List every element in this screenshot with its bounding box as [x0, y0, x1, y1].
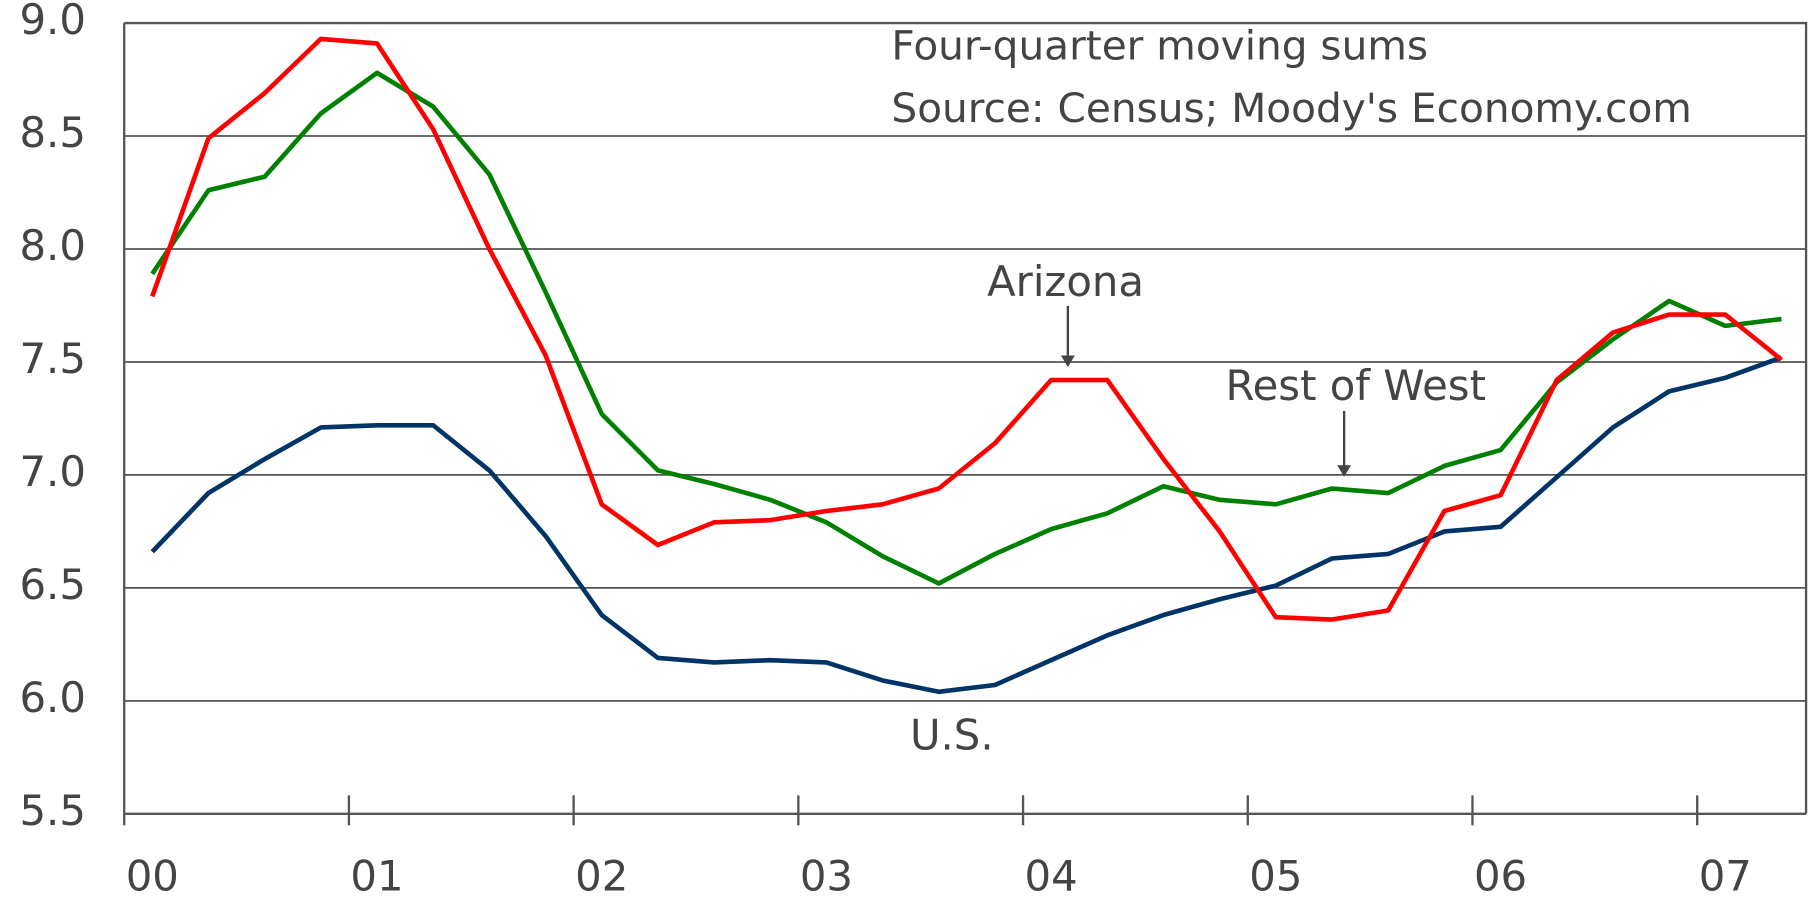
y-tick-label: 8.0	[19, 221, 85, 270]
y-tick-label: 7.0	[19, 447, 85, 496]
series-label: U.S.	[910, 711, 994, 760]
annotation: Source: Census; Moody's Economy.com	[891, 84, 1691, 132]
x-tick-label: 05	[1249, 852, 1302, 901]
line-series	[150, 70, 1782, 586]
y-tick-label: 8.5	[19, 108, 85, 157]
y-tick-label: 7.5	[19, 334, 85, 383]
y-tick-label: 6.5	[19, 560, 85, 609]
annotation: Four-quarter moving sums	[891, 22, 1428, 70]
x-tick-label: 03	[800, 852, 853, 901]
y-tick-label: 6.0	[19, 673, 85, 722]
x-tick-label: 06	[1474, 852, 1527, 901]
y-tick-label: 9.0	[19, 0, 85, 44]
label-arrowhead	[1337, 465, 1352, 477]
x-tick-label: 02	[575, 852, 628, 901]
line-series	[150, 355, 1783, 695]
line-series	[150, 36, 1783, 622]
label-arrowhead	[1060, 355, 1075, 368]
x-tick-label: 04	[1025, 852, 1078, 901]
y-tick-label: 5.5	[19, 786, 85, 835]
x-tick-label: 07	[1699, 852, 1752, 901]
series-label: Rest of West	[1225, 361, 1485, 410]
x-tick-label: 01	[350, 852, 403, 901]
series-label: Arizona	[987, 257, 1144, 306]
plot-frame	[123, 21, 1808, 826]
x-tick-label: 00	[126, 852, 179, 901]
